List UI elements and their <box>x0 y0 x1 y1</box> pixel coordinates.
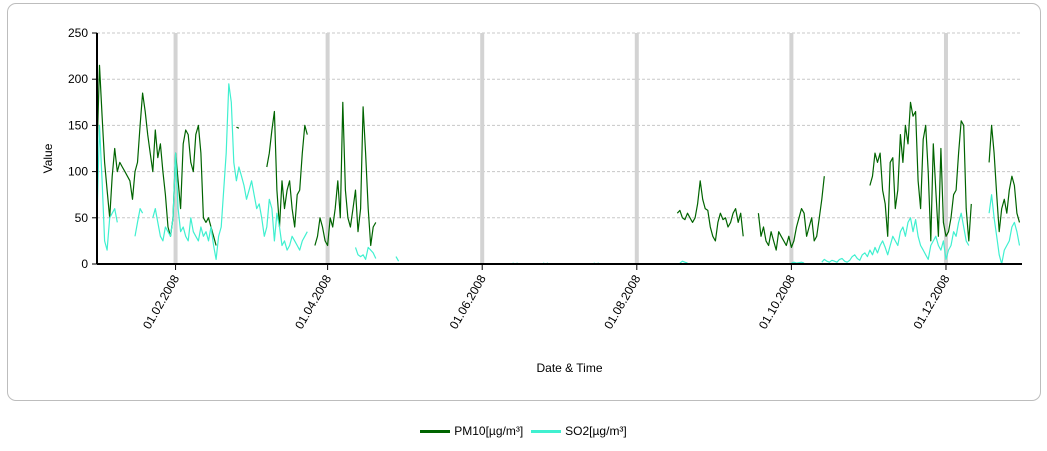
x-tick-label: 01.08.2008 <box>601 272 643 331</box>
series-line-segment <box>988 124 1021 233</box>
x-tick-label: 01.02.2008 <box>140 272 182 331</box>
legend-item-pm10: PM10[µg/m³] <box>420 424 523 438</box>
y-tick-label: 100 <box>68 165 88 179</box>
legend-label: PM10[µg/m³] <box>454 424 524 438</box>
y-tick-label: 50 <box>75 211 89 225</box>
x-tick-label: 01.06.2008 <box>447 272 489 331</box>
series-line-segment <box>791 261 805 264</box>
series-line-segment <box>134 208 144 237</box>
series-line-segment <box>96 64 217 246</box>
series-line-segment <box>236 126 240 129</box>
series-line-segment <box>821 212 970 263</box>
y-tick-label: 200 <box>68 72 88 86</box>
series-line-segment <box>266 110 308 228</box>
x-tick-label: 01.04.2008 <box>292 272 334 331</box>
series-so2 <box>96 83 1021 265</box>
series-line-segment <box>152 83 308 260</box>
series-line-segment <box>96 124 118 251</box>
line-chart: 01.02.2008 01.04.2008 01.06.2008 01.08.2008… <box>41 26 1022 375</box>
legend-swatch <box>531 429 562 433</box>
series-line-segment <box>676 180 744 242</box>
legend-label: SO2[µg/m³] <box>565 424 627 438</box>
series-line-segment <box>314 101 377 247</box>
x-axis-title: Date & Time <box>536 361 602 375</box>
series-line-segment <box>679 260 688 264</box>
legend-swatch <box>420 429 451 433</box>
series-line-segment <box>354 246 377 260</box>
series-line-segment <box>988 194 1021 265</box>
y-tick-label: 0 <box>81 257 88 271</box>
y-tick-label: 150 <box>68 118 88 132</box>
legend: PM10[µg/m³] SO2[µg/m³] <box>0 424 1047 438</box>
series-pm10 <box>96 64 1021 251</box>
y-axis-title: Value <box>41 143 55 173</box>
x-tick-label: 01.10.2008 <box>756 272 798 331</box>
x-tick-label: 01.12.2008 <box>910 272 952 331</box>
series-line-segment <box>869 101 972 242</box>
series-line-segment <box>757 176 825 251</box>
legend-item-so2: SO2[µg/m³] <box>531 424 627 438</box>
chart-frame <box>7 3 1041 401</box>
series-line-segment <box>395 256 400 262</box>
y-tick-label: 250 <box>68 26 88 40</box>
